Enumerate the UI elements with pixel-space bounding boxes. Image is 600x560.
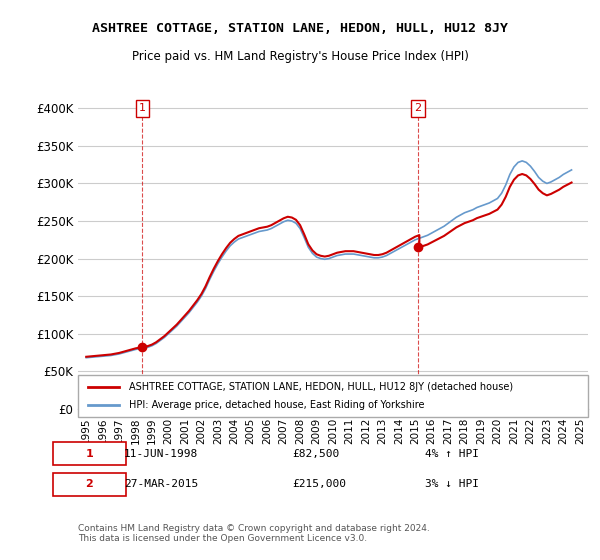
- Text: ASHTREE COTTAGE, STATION LANE, HEDON, HULL, HU12 8JY (detached house): ASHTREE COTTAGE, STATION LANE, HEDON, HU…: [129, 382, 513, 392]
- Text: 11-JUN-1998: 11-JUN-1998: [124, 449, 198, 459]
- FancyBboxPatch shape: [53, 442, 127, 465]
- Text: £82,500: £82,500: [292, 449, 340, 459]
- Text: £215,000: £215,000: [292, 479, 346, 489]
- Text: 2: 2: [86, 479, 94, 489]
- Text: Price paid vs. HM Land Registry's House Price Index (HPI): Price paid vs. HM Land Registry's House …: [131, 50, 469, 63]
- FancyBboxPatch shape: [78, 375, 588, 417]
- Text: HPI: Average price, detached house, East Riding of Yorkshire: HPI: Average price, detached house, East…: [129, 400, 425, 410]
- Text: 2: 2: [415, 103, 422, 113]
- FancyBboxPatch shape: [53, 473, 127, 496]
- Text: ASHTREE COTTAGE, STATION LANE, HEDON, HULL, HU12 8JY: ASHTREE COTTAGE, STATION LANE, HEDON, HU…: [92, 22, 508, 35]
- Text: 27-MAR-2015: 27-MAR-2015: [124, 479, 198, 489]
- Text: 3% ↓ HPI: 3% ↓ HPI: [425, 479, 479, 489]
- Text: Contains HM Land Registry data © Crown copyright and database right 2024.
This d: Contains HM Land Registry data © Crown c…: [78, 524, 430, 543]
- Text: 1: 1: [139, 103, 146, 113]
- Text: 4% ↑ HPI: 4% ↑ HPI: [425, 449, 479, 459]
- Text: 1: 1: [86, 449, 94, 459]
